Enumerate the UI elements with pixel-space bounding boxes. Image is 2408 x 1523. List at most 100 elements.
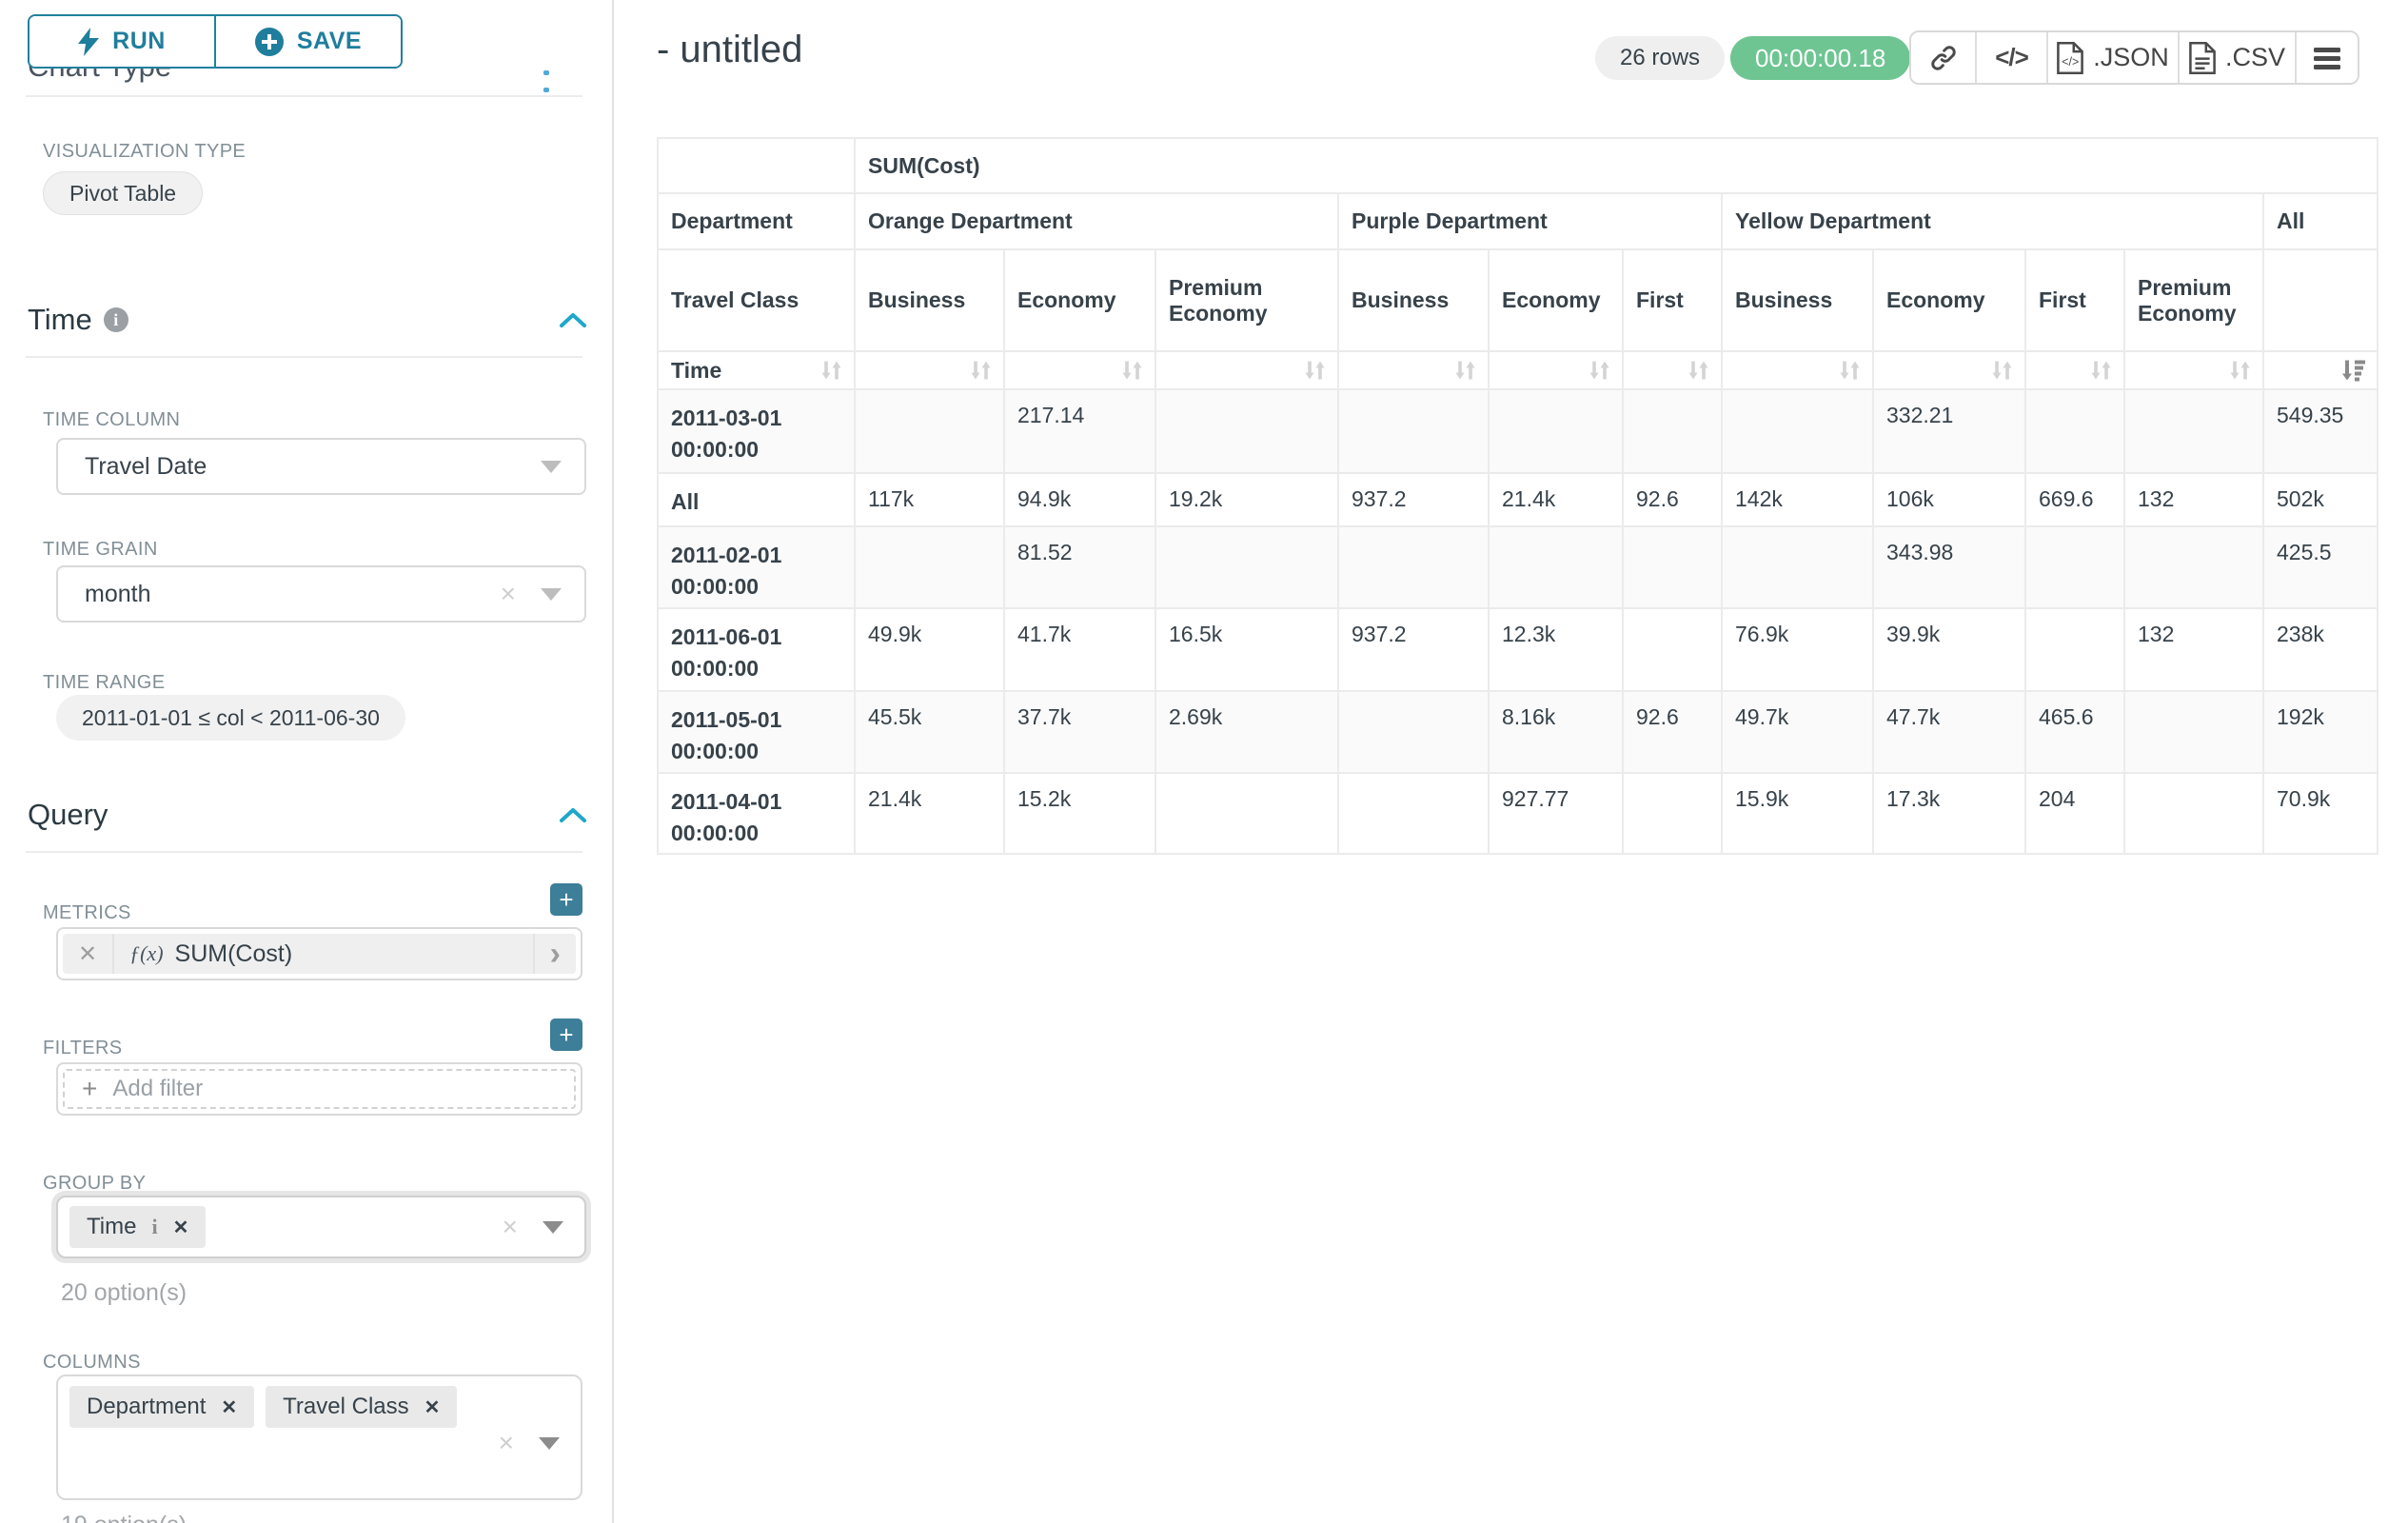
query-section-title: Query — [28, 798, 109, 831]
add-filter-dropzone[interactable]: + Add filter — [63, 1069, 576, 1109]
time-grain-value: month — [85, 580, 151, 607]
value-cell: 142k — [1721, 472, 1874, 527]
selected-option-chip[interactable]: Department ✕ — [69, 1386, 255, 1428]
menu-button[interactable] — [2295, 32, 2358, 83]
value-cell — [854, 525, 1005, 609]
value-cell — [2024, 607, 2125, 692]
sort-descending-icon[interactable] — [2340, 358, 2367, 384]
time-section-title: Time — [28, 303, 92, 336]
sort-icon[interactable] — [1837, 358, 1863, 384]
sort-icon[interactable] — [1302, 358, 1328, 384]
clear-all-icon[interactable]: × — [498, 1428, 514, 1457]
selected-option-chip[interactable]: Time i ✕ — [69, 1206, 207, 1248]
value-cell — [2024, 525, 2125, 609]
value-cell: 132 — [2123, 472, 2264, 527]
selected-option-chip[interactable]: Travel Class ✕ — [266, 1386, 458, 1428]
value-cell: 39.9k — [1872, 607, 2026, 692]
panel-drag-dots[interactable] — [543, 63, 576, 92]
caret-down-icon[interactable] — [539, 1436, 560, 1450]
table-row: 2011-05-01 00:00:00 45.5k 37.7k 2.69k 8.16k 9… — [657, 690, 2378, 774]
time-column-select[interactable]: Travel Date — [56, 438, 586, 495]
time-range-pill[interactable]: 2011-01-01 ≤ col < 2011-06-30 — [56, 695, 405, 741]
value-cell — [1721, 525, 1874, 609]
sort-icon[interactable] — [968, 358, 994, 384]
value-cell: 70.9k — [2262, 772, 2378, 855]
remove-chip-icon[interactable]: ✕ — [221, 1396, 238, 1418]
filters-control: + Add filter — [56, 1062, 582, 1116]
row-label-cell: 2011-02-01 00:00:00 — [657, 525, 856, 609]
table-row: 2011-04-01 00:00:00 21.4k 15.2k 927.77 15.9k… — [657, 772, 2378, 855]
sort-icon[interactable] — [1452, 358, 1478, 384]
share-link-button[interactable] — [1911, 32, 1975, 83]
plus-icon: + — [559, 885, 574, 914]
column-dimension-label: Department — [657, 192, 856, 250]
time-section-header[interactable]: Time i — [28, 303, 587, 337]
time-grain-select[interactable]: month × — [56, 565, 586, 623]
travel-class-header: Premium Economy — [1155, 248, 1339, 352]
value-cell — [1337, 388, 1490, 474]
sort-header-cell — [2123, 350, 2264, 390]
group-by-select[interactable]: Time i ✕ × — [56, 1196, 586, 1258]
plus-icon: + — [82, 1074, 98, 1103]
sort-header-cell — [1721, 350, 1874, 390]
pivot-table: SUM(Cost) Department Orange Department Purp… — [657, 137, 2378, 855]
view-query-button[interactable]: </> — [1975, 32, 2046, 83]
department-group-header: Yellow Department — [1721, 192, 2264, 250]
sort-header-cell — [2262, 350, 2378, 390]
remove-chip-icon[interactable]: ✕ — [172, 1216, 189, 1238]
sort-icon[interactable] — [1119, 358, 1145, 384]
row-dimension-label: Time — [657, 350, 856, 390]
query-section-header[interactable]: Query — [28, 798, 587, 832]
code-icon: </> — [1995, 43, 2029, 71]
sort-icon[interactable] — [2088, 358, 2114, 384]
save-button[interactable]: SAVE — [214, 16, 401, 67]
value-cell — [1337, 525, 1490, 609]
value-cell: 92.6 — [1622, 690, 1723, 774]
visualization-type-pill[interactable]: Pivot Table — [43, 171, 204, 215]
sort-header-cell — [1155, 350, 1339, 390]
value-cell — [1721, 388, 1874, 474]
sort-icon[interactable] — [1587, 358, 1612, 384]
export-csv-button[interactable]: .CSV — [2178, 32, 2295, 83]
value-cell — [1488, 525, 1624, 609]
time-column-value: Travel Date — [85, 452, 207, 480]
run-button[interactable]: RUN — [30, 16, 214, 67]
table-row: All 117k 94.9k 19.2k 937.2 21.4k 92.6 142k 106k 6… — [657, 472, 2378, 527]
row-label-cell: All — [657, 472, 856, 527]
export-json-label: .JSON — [2093, 43, 2169, 71]
sort-icon[interactable] — [2227, 358, 2253, 384]
caret-down-icon — [541, 587, 562, 601]
travel-class-header: Business — [1337, 248, 1490, 352]
caret-down-icon — [541, 460, 562, 473]
travel-class-header: Business — [854, 248, 1005, 352]
expand-metric-icon[interactable]: › — [532, 934, 576, 974]
sort-icon[interactable] — [1989, 358, 2015, 384]
svg-text:</>: </> — [2062, 55, 2079, 69]
sort-icon[interactable] — [819, 358, 844, 384]
info-icon: i — [151, 1215, 158, 1238]
value-cell: 12.3k — [1488, 607, 1624, 692]
value-cell: 2.69k — [1155, 690, 1339, 774]
sort-header-cell — [1488, 350, 1624, 390]
value-cell: 81.52 — [1003, 525, 1156, 609]
group-by-label: GROUP BY — [43, 1173, 147, 1194]
add-metric-button[interactable]: + — [550, 883, 582, 916]
remove-chip-icon[interactable]: ✕ — [424, 1396, 441, 1418]
value-cell: 502k — [2262, 472, 2378, 527]
value-cell: 41.7k — [1003, 607, 1156, 692]
value-cell: 117k — [854, 472, 1005, 527]
remove-metric-icon[interactable]: ✕ — [63, 934, 115, 974]
travel-class-header: Economy — [1872, 248, 2026, 352]
chevron-up-icon[interactable] — [559, 806, 587, 823]
sort-icon[interactable] — [1686, 358, 1711, 384]
value-cell — [2123, 525, 2264, 609]
columns-select[interactable]: Department ✕ Travel Class ✕ × — [56, 1375, 582, 1500]
add-filter-plus-button[interactable]: + — [550, 1019, 582, 1051]
chevron-up-icon[interactable] — [559, 311, 587, 328]
caret-down-icon[interactable] — [543, 1220, 563, 1234]
export-json-button[interactable]: </> .JSON — [2046, 32, 2178, 83]
metric-chip[interactable]: ✕ ƒ(x) SUM(Cost) › — [63, 934, 576, 974]
clear-icon[interactable]: × — [500, 579, 516, 608]
chart-title[interactable]: - untitled — [657, 29, 803, 70]
clear-all-icon[interactable]: × — [502, 1212, 518, 1241]
